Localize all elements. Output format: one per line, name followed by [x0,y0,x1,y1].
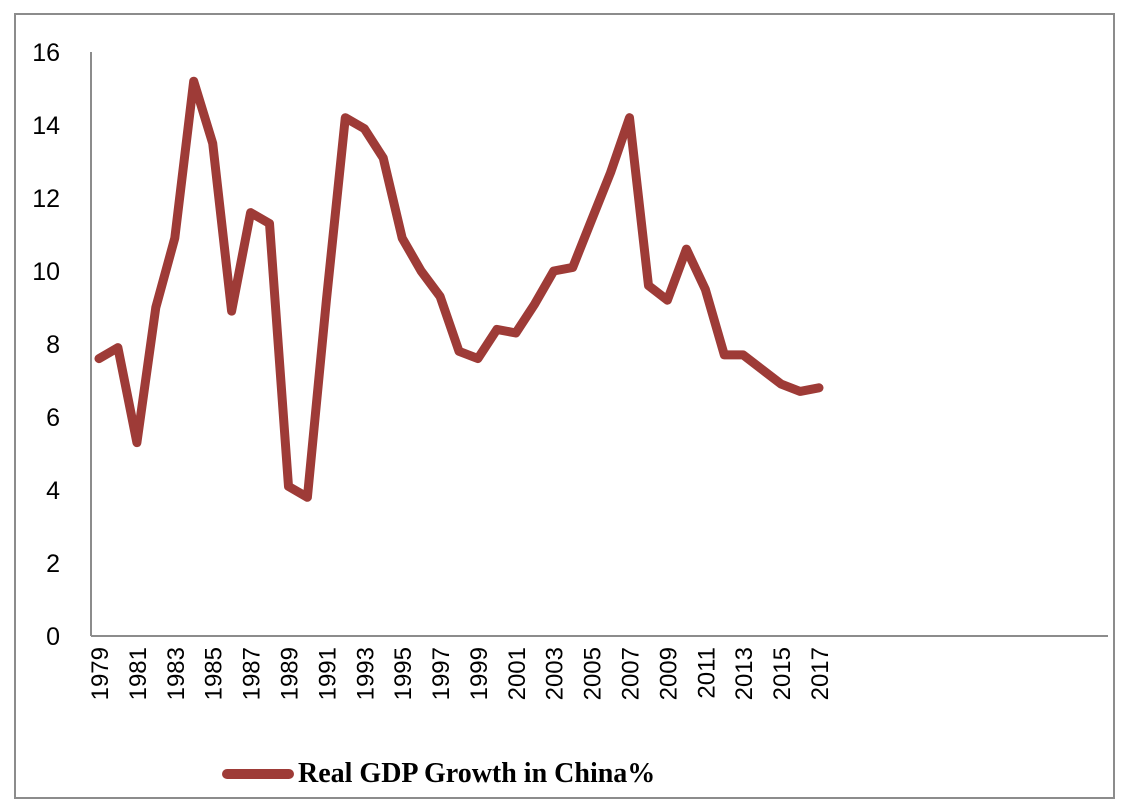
x-tick-label: 2013 [731,647,758,700]
x-tick-label: 1983 [163,647,190,700]
x-tick-label: 1999 [466,647,493,700]
x-tick-label: 2001 [504,647,531,700]
y-tick-label: 4 [46,477,60,505]
y-tick-label: 16 [32,39,60,67]
x-tick-label: 1993 [352,647,379,700]
y-tick-label: 2 [46,550,60,578]
legend: Real GDP Growth in China% [222,756,655,792]
x-tick-label: 1979 [87,647,114,700]
x-tick-label: 1991 [314,647,341,700]
x-tick-label: 1989 [276,647,303,700]
x-tick-labels: 1979 1981 1983 1985 1987 1989 1991 1993 1995 1997… [87,647,834,700]
x-tick-label: 2011 [693,647,720,699]
x-tick-label: 2003 [542,647,569,700]
y-tick-label: 12 [32,185,60,213]
y-tick-label: 6 [46,404,60,432]
legend-label: Real GDP Growth in China% [298,758,656,789]
y-tick-label: 10 [32,258,60,286]
x-tick-label: 1987 [239,647,266,700]
x-tick-label: 1985 [201,647,228,700]
x-tick-label: 1981 [125,647,152,700]
series-line-real-gdp-growth [94,76,824,502]
chart-frame [14,13,1115,799]
x-tick-label: 1995 [390,647,417,700]
y-tick-label: 0 [46,623,60,651]
legend-swatch [222,769,294,779]
x-tick-label: 2007 [618,647,645,700]
y-tick-label: 8 [46,331,60,359]
y-tick-labels: 0 2 4 6 8 10 12 14 16 [32,39,60,651]
x-tick-label: 2009 [655,647,682,700]
x-tick-label: 2015 [769,647,796,700]
x-tick-label: 2017 [807,647,834,700]
y-tick-label: 14 [32,112,60,140]
x-tick-label: 2005 [580,647,607,700]
x-tick-label: 1997 [428,647,455,700]
